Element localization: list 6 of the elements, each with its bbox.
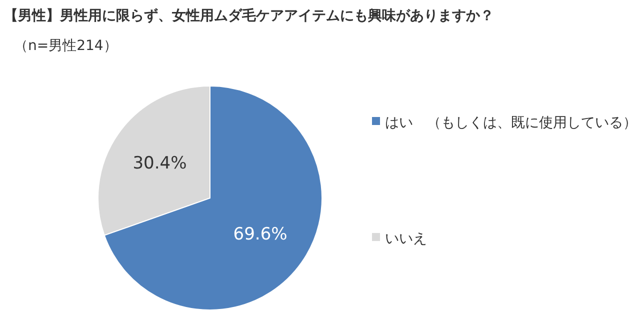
data-label: 69.6% [233,224,288,245]
legend-label: はい （もしくは、既に使用している） [385,114,637,131]
legend-label: いいえ [385,230,427,247]
chart-subtitle: （n=男性214） [14,38,118,54]
chart-title: 【男性】男性用に限らず、女性用ムダ毛ケアアイテムにも興味がありますか？ [4,7,494,24]
data-label: 30.4% [132,153,187,174]
